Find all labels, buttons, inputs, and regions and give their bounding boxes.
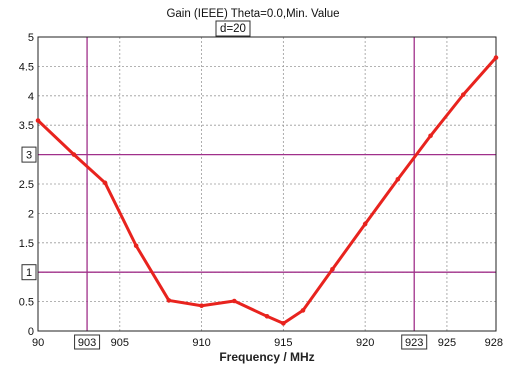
series-line bbox=[36, 56, 498, 325]
data-point bbox=[102, 180, 108, 186]
y-tick-label: 2.5 bbox=[19, 179, 34, 191]
data-point bbox=[35, 118, 41, 123]
marker-y-label-box bbox=[21, 264, 37, 281]
chart-subtitle: d=20 bbox=[220, 23, 246, 35]
data-point bbox=[231, 298, 237, 304]
x-tick-label: 915 bbox=[274, 337, 292, 349]
series-group bbox=[35, 55, 499, 326]
data-point bbox=[166, 298, 172, 303]
chart-title: Gain (IEEE) Theta=0.0,Min. Value bbox=[166, 8, 339, 20]
x-tick-label: 925 bbox=[438, 337, 456, 349]
subtitle-box bbox=[215, 20, 251, 37]
y-tick-label: 2 bbox=[28, 208, 34, 220]
marker-x-label: 903 bbox=[78, 337, 96, 349]
data-point bbox=[330, 266, 335, 272]
marker-labels: 903 923 1 3 bbox=[21, 146, 428, 350]
data-point bbox=[300, 308, 306, 313]
x-tick-label: 905 bbox=[111, 337, 129, 349]
y-tick-label: 4.5 bbox=[19, 61, 34, 73]
data-point bbox=[71, 152, 77, 157]
marker-lines bbox=[38, 37, 496, 331]
plot-area-frame bbox=[37, 36, 497, 332]
data-point bbox=[281, 321, 286, 326]
y-tick-label: 0 bbox=[28, 326, 34, 338]
y-tick-labels: 0 0.5 1 1.5 2 2.5 3 3.5 4 4.5 5 bbox=[19, 32, 34, 338]
marker-x-label-box bbox=[401, 334, 428, 350]
data-point bbox=[362, 221, 368, 227]
data-point bbox=[264, 314, 270, 319]
data-point bbox=[395, 176, 401, 182]
y-tick-label: 3.5 bbox=[19, 120, 34, 132]
x-tick-label: 920 bbox=[356, 337, 374, 349]
y-tick-label: 4 bbox=[28, 91, 34, 103]
data-point bbox=[428, 133, 433, 139]
marker-x-label-box bbox=[74, 334, 101, 350]
x-axis-label: Frequency / MHz bbox=[219, 350, 314, 364]
y-tick-label: 5 bbox=[28, 32, 34, 44]
data-point bbox=[133, 243, 139, 249]
y-tick-label: 1.5 bbox=[19, 238, 34, 250]
marker-y-label: 1 bbox=[26, 267, 32, 279]
marker-x-label: 923 bbox=[405, 337, 423, 349]
x-tick-label: 910 bbox=[192, 337, 210, 349]
x-tick-label: 90 bbox=[32, 337, 44, 349]
data-point bbox=[460, 92, 466, 97]
x-tick-labels: 90 905 910 915 920 925 928 bbox=[32, 337, 503, 349]
data-point bbox=[199, 303, 204, 309]
marker-y-label-box bbox=[21, 146, 37, 163]
x-tick-label: 928 bbox=[485, 337, 503, 349]
marker-y-label: 3 bbox=[26, 150, 32, 162]
data-point bbox=[493, 55, 499, 60]
y-tick-label: 0.5 bbox=[19, 297, 34, 309]
